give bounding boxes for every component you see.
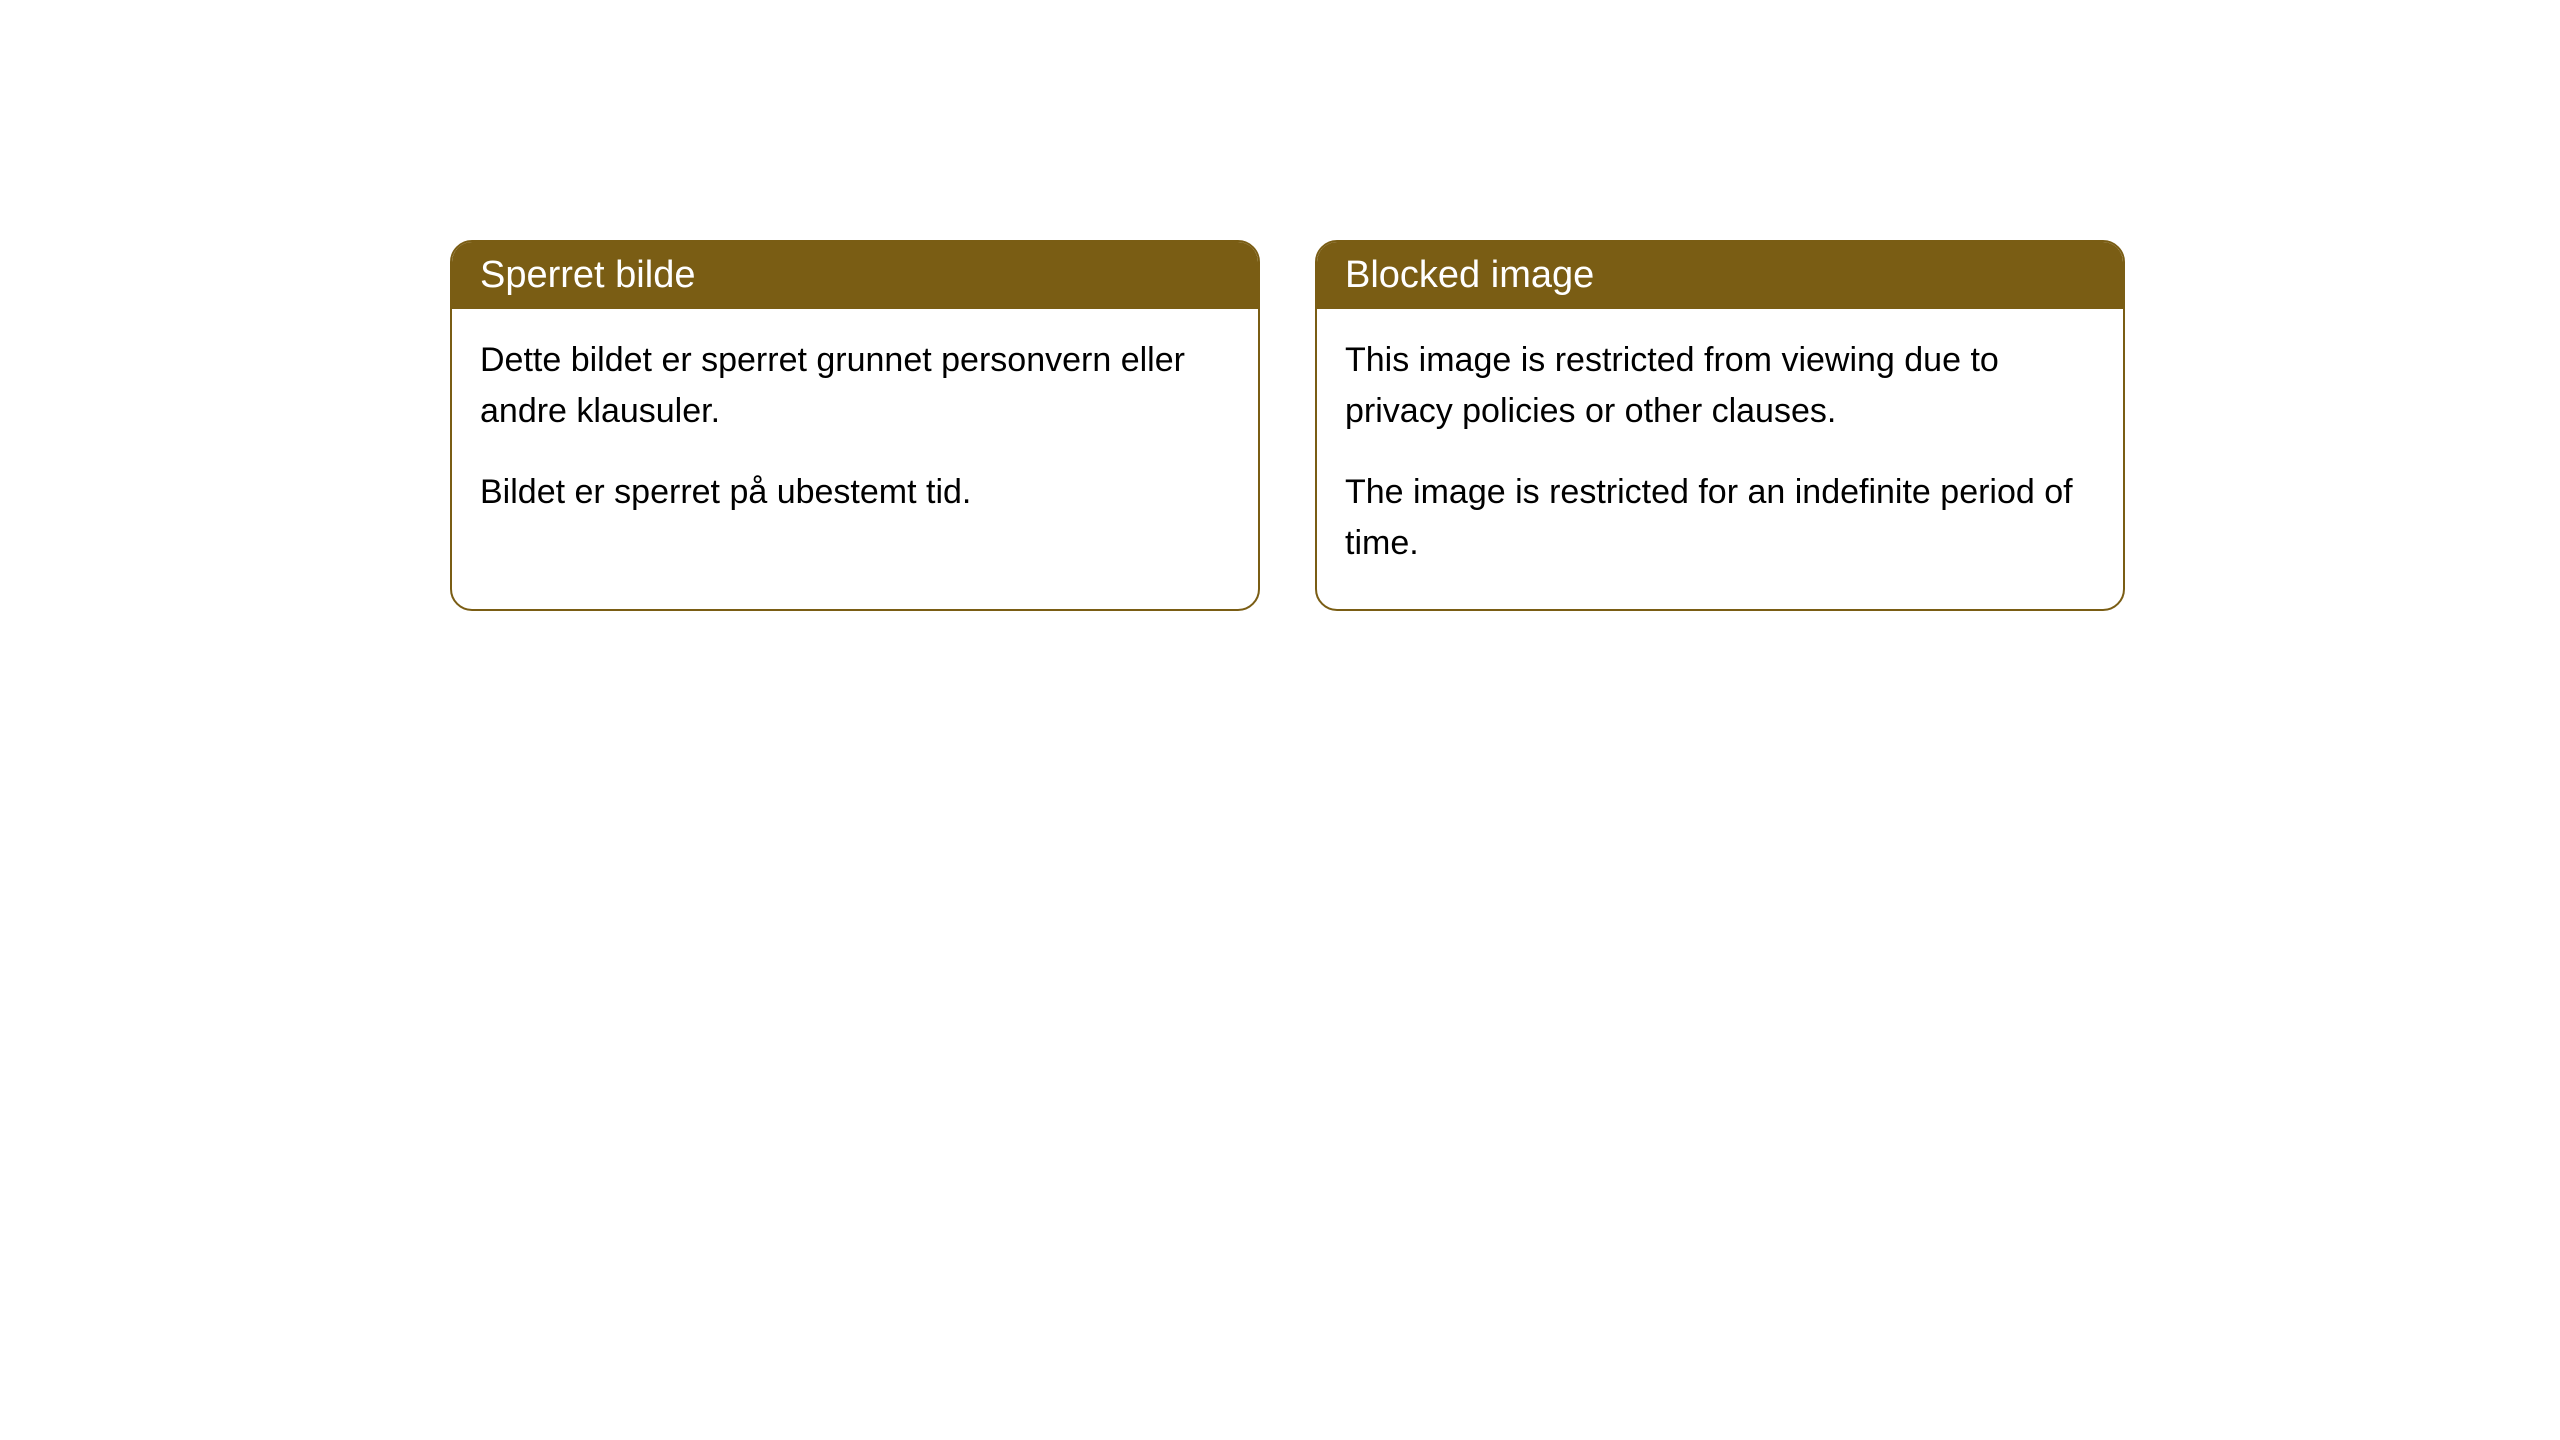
blocked-image-card-norwegian: Sperret bilde Dette bildet er sperret gr… <box>450 240 1260 611</box>
card-body: This image is restricted from viewing du… <box>1317 309 2123 609</box>
card-header: Blocked image <box>1317 242 2123 309</box>
blocked-image-card-english: Blocked image This image is restricted f… <box>1315 240 2125 611</box>
card-header: Sperret bilde <box>452 242 1258 309</box>
card-paragraph: Bildet er sperret på ubestemt tid. <box>480 467 1230 518</box>
notice-cards-container: Sperret bilde Dette bildet er sperret gr… <box>450 240 2125 611</box>
card-paragraph: The image is restricted for an indefinit… <box>1345 467 2095 569</box>
card-body: Dette bildet er sperret grunnet personve… <box>452 309 1258 558</box>
card-title: Blocked image <box>1345 254 1594 296</box>
card-paragraph: Dette bildet er sperret grunnet personve… <box>480 335 1230 437</box>
card-paragraph: This image is restricted from viewing du… <box>1345 335 2095 437</box>
card-title: Sperret bilde <box>480 254 695 296</box>
